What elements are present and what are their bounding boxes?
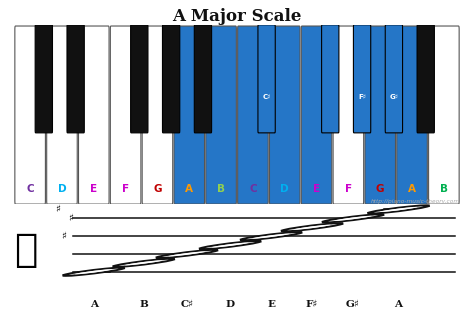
Ellipse shape bbox=[282, 223, 343, 231]
Text: E: E bbox=[313, 184, 320, 194]
FancyBboxPatch shape bbox=[397, 26, 428, 204]
Text: B: B bbox=[440, 184, 448, 194]
FancyBboxPatch shape bbox=[354, 25, 371, 133]
FancyBboxPatch shape bbox=[15, 26, 46, 204]
Ellipse shape bbox=[368, 205, 429, 214]
FancyBboxPatch shape bbox=[110, 26, 141, 204]
Ellipse shape bbox=[156, 250, 218, 258]
FancyBboxPatch shape bbox=[301, 26, 332, 204]
FancyBboxPatch shape bbox=[365, 26, 395, 204]
Text: C♯: C♯ bbox=[262, 94, 271, 100]
FancyBboxPatch shape bbox=[269, 26, 300, 204]
Text: G: G bbox=[376, 184, 384, 194]
FancyBboxPatch shape bbox=[258, 25, 275, 133]
Ellipse shape bbox=[211, 242, 249, 248]
Text: D: D bbox=[58, 184, 66, 194]
Text: F: F bbox=[345, 184, 352, 194]
Text: 𝄞: 𝄞 bbox=[14, 231, 37, 269]
Ellipse shape bbox=[168, 251, 206, 257]
Text: A: A bbox=[185, 184, 193, 194]
Text: http://piano-music-theory.com: http://piano-music-theory.com bbox=[371, 199, 460, 204]
Ellipse shape bbox=[322, 214, 384, 222]
Ellipse shape bbox=[240, 232, 302, 240]
Ellipse shape bbox=[200, 241, 261, 249]
Text: G♯: G♯ bbox=[346, 300, 360, 309]
Text: E: E bbox=[267, 300, 275, 309]
FancyBboxPatch shape bbox=[237, 26, 268, 204]
Text: D: D bbox=[226, 300, 235, 309]
Text: A Major Scale: A Major Scale bbox=[173, 8, 301, 25]
FancyBboxPatch shape bbox=[46, 26, 77, 204]
Ellipse shape bbox=[75, 269, 112, 274]
Text: G: G bbox=[153, 184, 162, 194]
Ellipse shape bbox=[380, 207, 417, 212]
FancyBboxPatch shape bbox=[321, 25, 339, 133]
Text: G♯: G♯ bbox=[389, 94, 399, 100]
Text: C♯: C♯ bbox=[181, 300, 193, 309]
FancyBboxPatch shape bbox=[131, 25, 148, 133]
Ellipse shape bbox=[113, 259, 174, 267]
FancyBboxPatch shape bbox=[417, 25, 434, 133]
FancyBboxPatch shape bbox=[142, 26, 173, 204]
Text: C: C bbox=[27, 184, 34, 194]
Text: C: C bbox=[249, 184, 257, 194]
FancyBboxPatch shape bbox=[206, 26, 237, 204]
Ellipse shape bbox=[293, 225, 331, 230]
Text: E: E bbox=[90, 184, 97, 194]
Text: B: B bbox=[217, 184, 225, 194]
Text: ♯: ♯ bbox=[62, 231, 66, 241]
Text: A: A bbox=[90, 300, 98, 309]
Text: A: A bbox=[394, 300, 402, 309]
FancyBboxPatch shape bbox=[428, 26, 459, 204]
FancyBboxPatch shape bbox=[79, 26, 109, 204]
FancyBboxPatch shape bbox=[67, 25, 84, 133]
Ellipse shape bbox=[253, 234, 290, 239]
Ellipse shape bbox=[63, 268, 124, 276]
FancyBboxPatch shape bbox=[11, 16, 463, 213]
FancyBboxPatch shape bbox=[174, 26, 205, 204]
Text: F: F bbox=[122, 184, 129, 194]
Ellipse shape bbox=[125, 260, 163, 265]
Text: ♯: ♯ bbox=[55, 204, 60, 214]
Text: F♯: F♯ bbox=[358, 94, 366, 100]
Text: D: D bbox=[281, 184, 289, 194]
Text: F♯: F♯ bbox=[306, 300, 318, 309]
Text: A: A bbox=[408, 184, 416, 194]
Text: B: B bbox=[139, 300, 148, 309]
Text: ♯: ♯ bbox=[68, 213, 73, 223]
FancyBboxPatch shape bbox=[35, 25, 53, 133]
Ellipse shape bbox=[334, 216, 372, 221]
FancyBboxPatch shape bbox=[333, 26, 364, 204]
FancyBboxPatch shape bbox=[163, 25, 180, 133]
FancyBboxPatch shape bbox=[385, 25, 402, 133]
FancyBboxPatch shape bbox=[194, 25, 211, 133]
